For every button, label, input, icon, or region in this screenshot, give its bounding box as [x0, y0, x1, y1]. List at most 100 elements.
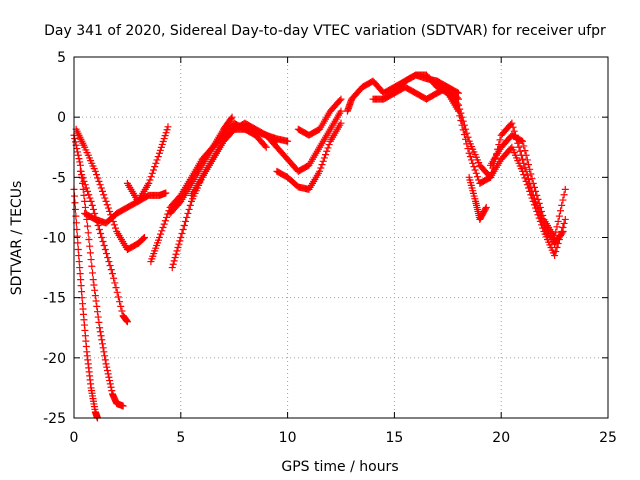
data-point — [532, 187, 540, 195]
data-point — [95, 177, 103, 185]
data-point — [159, 138, 167, 146]
data-point — [465, 149, 473, 157]
data-point — [458, 113, 466, 121]
data-point — [152, 159, 160, 167]
data-point — [559, 196, 567, 204]
data-point — [113, 288, 121, 296]
data-point — [110, 274, 118, 282]
data-point — [523, 181, 531, 189]
series-arc-13 — [294, 95, 345, 139]
data-point — [228, 113, 236, 121]
data-point — [183, 213, 191, 221]
chart-title: Day 341 of 2020, Sidereal Day-to-day VTE… — [44, 23, 606, 39]
data-point — [71, 135, 79, 143]
data-point — [95, 318, 103, 326]
data-point — [557, 231, 565, 239]
data-point — [101, 194, 109, 202]
data-point — [521, 174, 529, 182]
data-point — [71, 199, 79, 207]
x-tick-label: 10 — [279, 430, 297, 446]
data-point — [554, 217, 562, 225]
data-point — [102, 197, 110, 205]
data-point — [337, 95, 345, 103]
data-point — [154, 153, 162, 161]
data-point — [464, 145, 472, 153]
data-point — [157, 230, 165, 238]
data-point — [153, 156, 161, 164]
x-axis-label: GPS time / hours — [281, 459, 398, 475]
data-point — [86, 242, 94, 250]
y-tick-label: -15 — [43, 291, 66, 307]
data-point — [156, 146, 164, 154]
data-point — [162, 129, 170, 137]
data-point — [516, 147, 524, 155]
y-tick-label: 0 — [57, 110, 66, 126]
data-point — [182, 217, 190, 225]
data-point — [103, 363, 111, 371]
data-point — [158, 140, 166, 148]
data-point — [97, 229, 105, 237]
data-point — [84, 187, 92, 195]
data-point — [551, 252, 559, 260]
data-point — [174, 244, 182, 252]
data-point — [84, 222, 92, 230]
data-point — [96, 328, 104, 336]
data-point — [526, 187, 534, 195]
data-point — [520, 142, 528, 150]
data-point — [529, 197, 537, 205]
data-point — [100, 191, 108, 199]
data-point — [86, 194, 94, 202]
data-point — [96, 324, 104, 332]
data-point — [508, 119, 516, 127]
data-point — [316, 167, 324, 175]
series-arc-4 — [76, 167, 131, 326]
data-point — [114, 293, 122, 301]
data-point — [96, 181, 104, 189]
data-point — [140, 234, 148, 241]
series-arc-6 — [123, 123, 172, 205]
data-point — [552, 248, 560, 256]
data-point — [519, 167, 527, 175]
data-point — [539, 224, 547, 232]
data-point — [100, 348, 108, 356]
data-point — [558, 227, 566, 235]
data-point — [527, 191, 535, 199]
data-point — [148, 169, 156, 177]
data-point — [168, 264, 176, 272]
data-point — [163, 213, 171, 221]
data-point — [73, 225, 81, 233]
data-point — [322, 151, 330, 159]
data-point — [111, 279, 119, 287]
data-point — [527, 170, 535, 178]
data-point — [87, 197, 95, 205]
data-point — [112, 284, 120, 292]
data-point — [538, 207, 546, 215]
data-point — [519, 137, 527, 145]
data-point — [93, 171, 101, 179]
data-point — [560, 219, 568, 227]
data-point — [98, 234, 106, 241]
data-point — [535, 214, 543, 222]
data-point — [81, 197, 89, 205]
data-point — [155, 149, 163, 157]
x-tick-label: 15 — [385, 430, 403, 446]
x-tick-label: 20 — [492, 430, 510, 446]
data-point — [561, 185, 569, 193]
series-arc-10 — [166, 119, 270, 217]
data-point — [159, 223, 167, 231]
data-point — [139, 235, 147, 243]
data-point — [106, 207, 114, 215]
data-point — [463, 129, 471, 137]
data-point — [524, 184, 532, 192]
data-point — [76, 264, 84, 272]
data-point — [171, 254, 179, 262]
data-point — [552, 228, 560, 236]
data-point — [324, 144, 332, 152]
data-point — [538, 221, 546, 229]
data-point — [471, 166, 479, 174]
data-point — [78, 288, 86, 296]
data-point — [561, 215, 569, 223]
data-point — [74, 151, 82, 159]
data-point — [496, 136, 504, 144]
